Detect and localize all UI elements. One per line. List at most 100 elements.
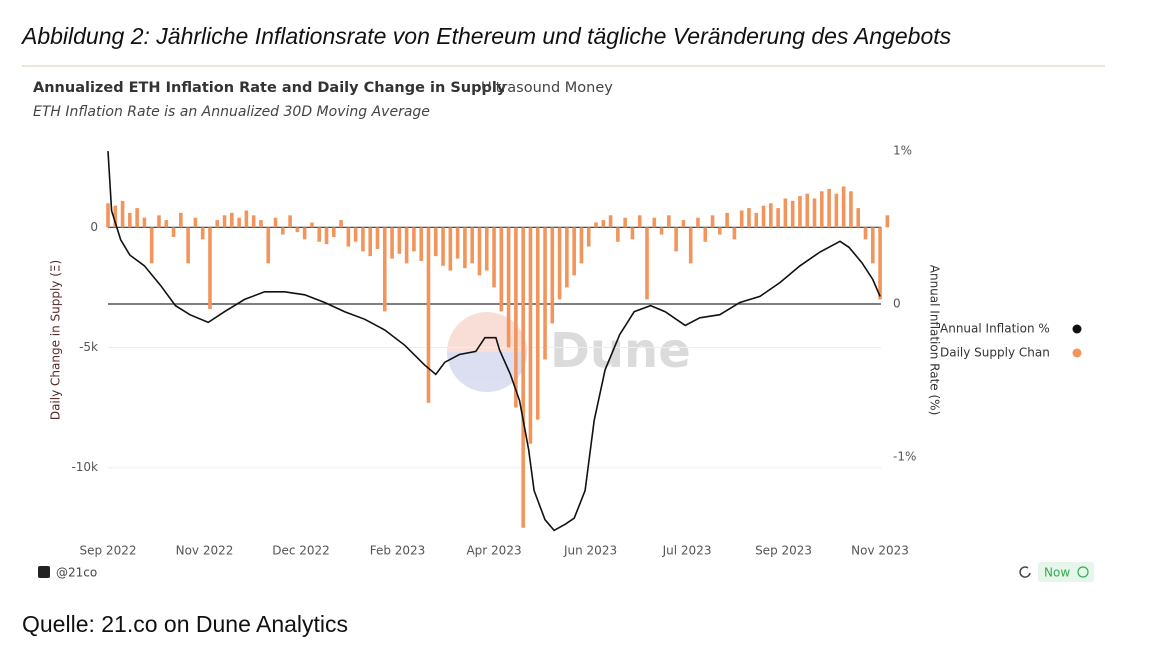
bar — [302, 227, 307, 240]
bar — [739, 210, 744, 228]
bar — [281, 227, 285, 235]
chart-subtitle: ETH Inflation Rate is an Annualized 30D … — [33, 104, 430, 120]
bar — [179, 212, 183, 228]
bar — [718, 227, 722, 235]
x-tick-label: Sep 2023 — [755, 544, 812, 558]
bar — [128, 212, 132, 228]
bar — [637, 215, 642, 228]
legend-label: Annual Inflation % — [940, 322, 1050, 336]
footer-icon — [38, 566, 50, 578]
bar — [382, 227, 387, 312]
watermark: Dune — [447, 312, 691, 392]
bar — [805, 193, 810, 228]
y2-tick-label: 0 — [893, 297, 901, 311]
bar — [273, 217, 278, 228]
bar — [557, 227, 562, 300]
bar — [565, 227, 569, 288]
bar — [521, 227, 525, 528]
bar — [222, 215, 227, 228]
bar — [288, 215, 292, 228]
y2-tick-label: 1% — [893, 144, 912, 158]
bar — [535, 227, 540, 420]
bar — [834, 193, 839, 228]
bar — [230, 212, 234, 228]
bar — [448, 227, 453, 271]
bar — [368, 227, 373, 257]
bar — [484, 227, 489, 271]
bar — [506, 227, 511, 348]
bar — [550, 227, 555, 324]
bar — [259, 220, 263, 228]
y2-axis-label: Annual Inflation Rate (%) — [928, 265, 942, 415]
chart-title: Annualized ETH Inflation Rate and Daily … — [33, 80, 507, 96]
bar — [266, 227, 271, 264]
bar — [710, 215, 715, 228]
bar — [120, 200, 125, 228]
bar — [470, 227, 474, 264]
bar — [331, 227, 336, 237]
bar — [747, 208, 751, 228]
bar — [164, 220, 169, 228]
bar — [310, 222, 314, 228]
bar — [688, 227, 693, 264]
x-tick-label: Jul 2023 — [662, 544, 712, 558]
bar — [841, 186, 846, 228]
x-tick-label: Sep 2022 — [80, 544, 137, 558]
bar — [528, 227, 533, 444]
bar — [237, 217, 241, 228]
legend-swatch — [1072, 348, 1082, 358]
bar — [630, 227, 635, 240]
y2-tick-label: -1% — [893, 449, 916, 463]
bar — [499, 227, 504, 312]
bar — [754, 212, 759, 228]
watermark-logo — [447, 352, 527, 392]
bar — [586, 227, 591, 247]
status-badge — [1038, 562, 1094, 582]
bar — [870, 227, 875, 264]
bar — [885, 215, 890, 228]
bar — [732, 227, 737, 240]
bar — [208, 227, 212, 310]
bar — [193, 217, 198, 228]
bar — [878, 227, 882, 300]
footer-handle: @21co — [56, 566, 97, 580]
bar — [135, 208, 139, 228]
bar — [441, 227, 445, 266]
bar — [339, 220, 343, 228]
refresh-icon[interactable] — [1019, 566, 1031, 578]
bar — [856, 208, 861, 228]
bar — [798, 196, 802, 228]
bar — [390, 227, 394, 259]
bar — [674, 227, 678, 252]
bar — [463, 227, 467, 269]
bar — [200, 227, 205, 240]
bar — [820, 191, 824, 228]
y-tick-label: -5k — [79, 340, 98, 354]
bar — [514, 227, 518, 408]
bar — [608, 215, 613, 228]
bar — [572, 227, 576, 276]
bar — [375, 227, 380, 249]
bar — [113, 205, 118, 228]
bar — [149, 227, 154, 264]
bar — [594, 222, 598, 228]
bar — [244, 210, 249, 228]
bar — [616, 227, 620, 242]
bar — [667, 215, 671, 228]
bar — [353, 227, 358, 242]
bar — [142, 217, 147, 228]
bar — [579, 227, 584, 264]
bar — [790, 200, 795, 228]
x-tick-label: Dec 2022 — [272, 544, 330, 558]
bar — [317, 227, 322, 242]
bar — [455, 227, 460, 259]
bar — [645, 227, 649, 300]
bar — [251, 215, 256, 228]
bar — [783, 198, 788, 228]
y-tick-label: 0 — [90, 220, 98, 234]
bar — [623, 217, 627, 228]
bar — [703, 227, 708, 242]
bar — [157, 215, 161, 228]
y-tick-label: -10k — [71, 460, 98, 474]
